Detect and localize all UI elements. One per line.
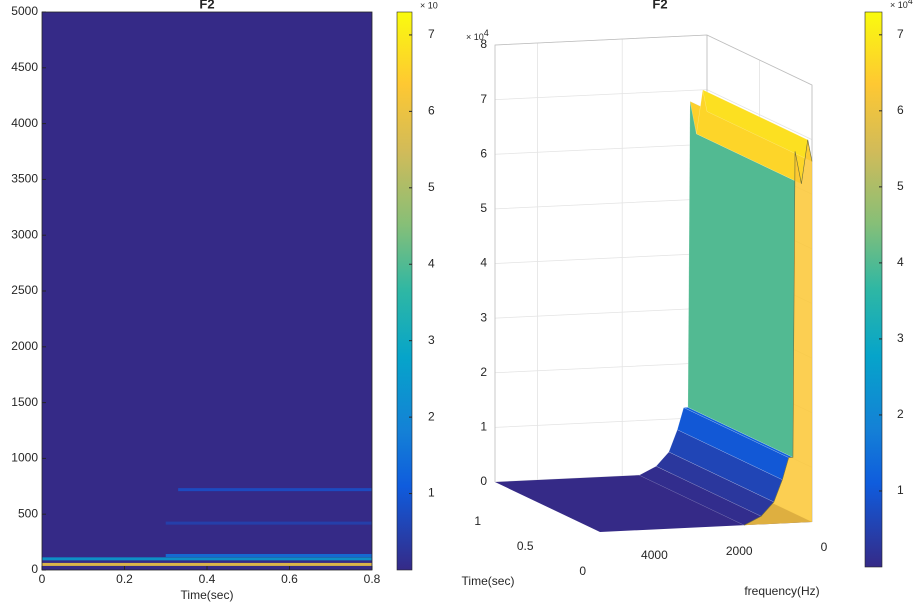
z-tick-label: 5 [480,201,487,215]
x-tick-label: 0 [579,564,586,578]
y-tick-label: 2000 [726,544,753,558]
colorbar-tick-label: 4 [897,255,904,269]
z-multiplier-exponent: 4 [484,28,489,38]
heatmap-band [42,557,372,561]
colorbar [864,11,883,568]
x-axis-label: Time(sec) [181,588,234,602]
colorbar-tick-label: 4 [428,256,435,270]
z-multiplier-base: × 10 [466,32,484,42]
colorbar-multiplier-base: × 10 [890,0,908,10]
colorbar-tick-label: 5 [897,179,904,193]
heatmap-band [165,553,372,557]
y-tick-label: 2500 [11,283,38,297]
colorbar-tick-label: 6 [428,104,435,118]
colorbar-tick-label: 2 [897,407,904,421]
x-tick-label: 0.8 [364,572,381,586]
z-tick-label: 0 [480,474,487,488]
heatmap-band [165,521,372,525]
z-tick-label: 3 [480,310,487,324]
colorbar-multiplier: × 10 [420,0,438,10]
chart-title: F2 [199,0,214,11]
z-tick-label: 2 [480,365,487,379]
y-tick-label: 3000 [11,227,38,241]
y-tick-label: 1500 [11,395,38,409]
z-multiplier: × 104 [466,28,489,42]
y-tick-label: 4000 [11,116,38,130]
colorbar-multiplier-exponent: 4 [908,0,913,6]
x-tick-label: 0.6 [281,572,298,586]
colorbar-tick-label: 1 [428,486,435,500]
y-tick-label: 4000 [641,548,668,562]
colorbar [396,11,413,571]
y-tick-label: 3500 [11,172,38,186]
colorbar-tick-label: 3 [428,333,435,347]
colorbar-tick-label: 1 [897,483,904,497]
x-tick-label: 0.5 [517,539,534,553]
colorbar-tick-label: 5 [428,180,435,194]
y-tick-label: 5000 [11,4,38,18]
chart-title: F2 [652,0,667,11]
x-tick-label: 0.2 [116,572,133,586]
surface-front [744,139,812,526]
colorbar-tick-label: 7 [428,27,435,41]
y-tick-label: 500 [18,506,38,520]
y-tick-label: 2000 [11,339,38,353]
z-tick-label: 6 [480,146,487,160]
heatmap-background [42,12,372,570]
heatmap-band [178,488,372,492]
y-axis-label: frequency(Hz) [744,584,819,598]
z-tick-label: 4 [480,256,487,270]
colorbar-tick-label: 7 [897,27,904,41]
x-tick-label: 1 [474,514,481,528]
z-tick-label: 1 [480,420,487,434]
y-tick-label: 1000 [11,451,38,465]
heatmap-band [42,562,372,566]
y-tick-label: 4500 [11,60,38,74]
colorbar-tick-label: 3 [897,331,904,345]
colorbar-tick-label: 2 [428,409,435,423]
x-tick-label: 0 [39,572,46,586]
y-tick-label: 0 [821,540,828,554]
z-tick-label: 7 [480,92,487,106]
x-axis-label: Time(sec) [462,574,515,588]
surface-profile [744,139,813,526]
z-tick-label: 8 [480,37,487,51]
colorbar-tick-label: 6 [897,103,904,117]
x-tick-label: 0.4 [199,572,216,586]
colorbar-multiplier: × 104 [890,0,913,10]
y-tick-label: 0 [31,562,38,576]
